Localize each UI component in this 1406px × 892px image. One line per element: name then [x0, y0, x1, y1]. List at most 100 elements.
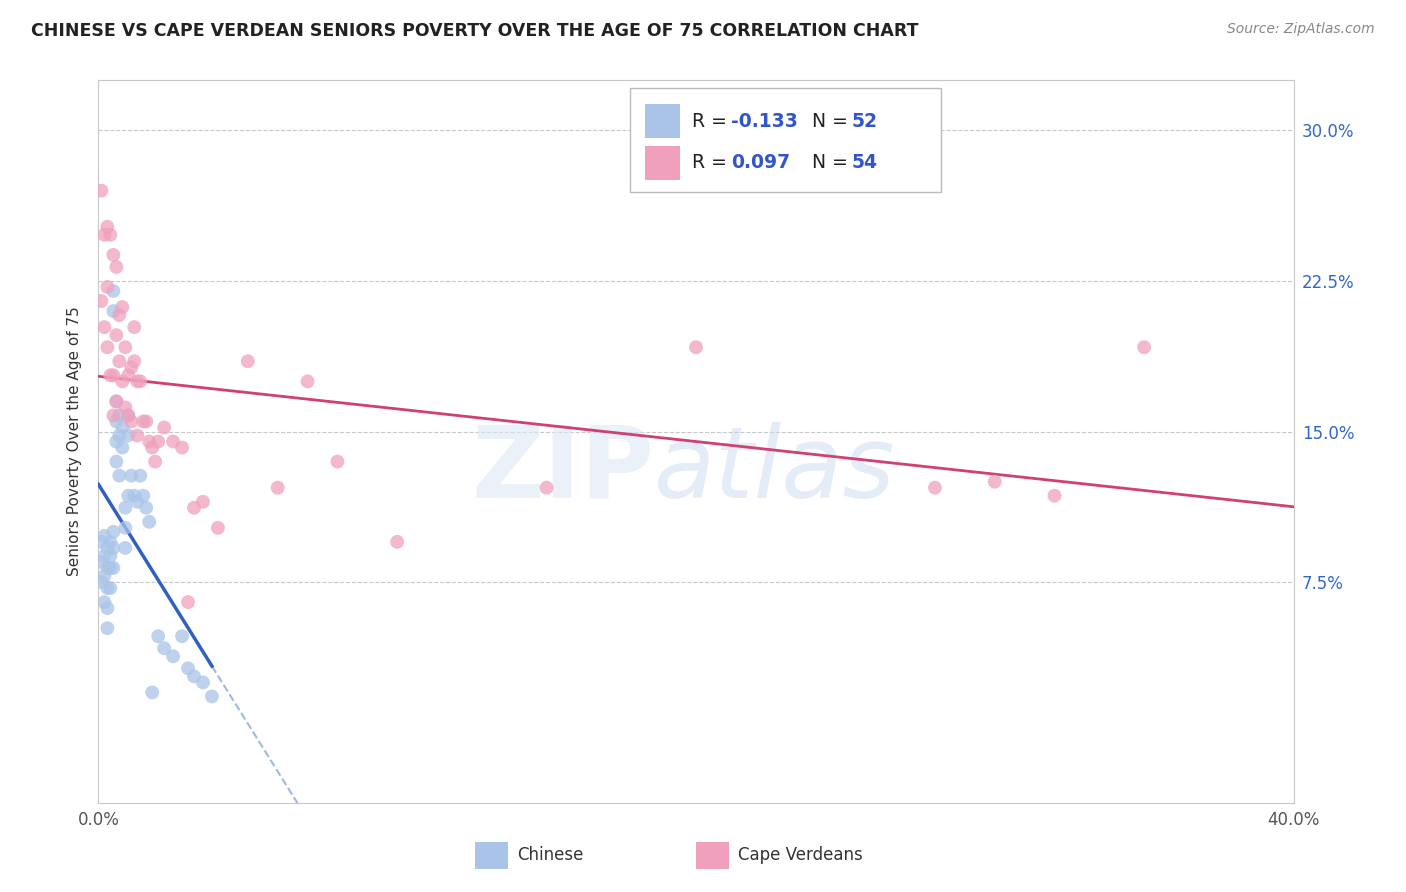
Point — [90, 574, 112, 589]
Point — [124, 354, 146, 368]
Point — [96, 219, 118, 234]
Point — [267, 481, 290, 495]
Text: N =: N = — [800, 153, 853, 172]
Point — [117, 428, 139, 442]
Point — [135, 500, 157, 515]
Point — [90, 555, 112, 569]
Point — [172, 441, 194, 455]
Point — [385, 534, 409, 549]
Point — [127, 375, 149, 389]
Text: ZIP: ZIP — [471, 422, 654, 519]
Point — [96, 280, 118, 294]
Point — [924, 481, 946, 495]
Text: 52: 52 — [852, 112, 877, 130]
Bar — [696, 842, 730, 870]
Bar — [644, 145, 681, 180]
Point — [105, 394, 128, 409]
Point — [90, 534, 112, 549]
Point — [93, 529, 115, 543]
Text: R =: R = — [692, 112, 734, 130]
Point — [105, 434, 128, 449]
Point — [108, 468, 131, 483]
Point — [111, 300, 134, 314]
Point — [103, 248, 125, 262]
Point — [141, 441, 163, 455]
Y-axis label: Seniors Poverty Over the Age of 75: Seniors Poverty Over the Age of 75 — [67, 307, 83, 576]
Point — [111, 420, 134, 434]
Point — [108, 428, 131, 442]
Point — [111, 375, 134, 389]
Point — [120, 360, 142, 375]
Point — [191, 494, 214, 508]
Text: atlas: atlas — [654, 422, 896, 519]
Point — [114, 401, 136, 415]
Point — [103, 409, 125, 423]
Point — [103, 304, 125, 318]
Point — [108, 354, 131, 368]
Point — [98, 227, 122, 242]
Point — [105, 328, 128, 343]
Point — [93, 595, 115, 609]
Point — [98, 549, 122, 563]
Point — [114, 541, 136, 555]
Point — [93, 569, 115, 583]
Text: Chinese: Chinese — [517, 846, 583, 863]
Point — [141, 685, 163, 699]
Point — [153, 420, 176, 434]
Point — [685, 340, 707, 354]
Point — [132, 414, 155, 428]
Point — [127, 494, 149, 508]
Point — [326, 454, 349, 469]
Point — [124, 489, 146, 503]
Point — [114, 521, 136, 535]
Point — [111, 441, 134, 455]
Point — [1043, 489, 1066, 503]
Point — [153, 641, 176, 656]
Text: 0.097: 0.097 — [731, 153, 790, 172]
Point — [138, 434, 160, 449]
Point — [124, 320, 146, 334]
Point — [129, 375, 152, 389]
Text: 54: 54 — [852, 153, 877, 172]
Point — [96, 581, 118, 595]
Point — [148, 629, 170, 643]
Point — [143, 454, 166, 469]
Text: Cape Verdeans: Cape Verdeans — [738, 846, 862, 863]
Point — [236, 354, 259, 368]
Point — [135, 414, 157, 428]
Point — [132, 489, 155, 503]
FancyBboxPatch shape — [630, 87, 941, 193]
Point — [108, 308, 131, 322]
Point — [96, 541, 118, 555]
Point — [103, 368, 125, 383]
Text: R =: R = — [692, 153, 734, 172]
Point — [103, 541, 125, 555]
Point — [129, 468, 152, 483]
Point — [117, 409, 139, 423]
Point — [172, 629, 194, 643]
Point — [297, 375, 319, 389]
Point — [90, 293, 112, 308]
Point — [105, 414, 128, 428]
Point — [207, 521, 229, 535]
Point — [90, 184, 112, 198]
Point — [98, 368, 122, 383]
Point — [127, 428, 149, 442]
Point — [98, 581, 122, 595]
Point — [105, 394, 128, 409]
Point — [103, 524, 125, 539]
Bar — [475, 842, 509, 870]
Point — [114, 340, 136, 354]
Point — [191, 675, 214, 690]
Point — [162, 649, 184, 664]
Point — [105, 454, 128, 469]
Point — [93, 549, 115, 563]
Point — [120, 468, 142, 483]
Point — [98, 561, 122, 575]
Bar — [644, 103, 681, 138]
Point — [93, 227, 115, 242]
Point — [177, 661, 200, 675]
Point — [138, 515, 160, 529]
Text: CHINESE VS CAPE VERDEAN SENIORS POVERTY OVER THE AGE OF 75 CORRELATION CHART: CHINESE VS CAPE VERDEAN SENIORS POVERTY … — [31, 22, 918, 40]
Point — [117, 368, 139, 383]
